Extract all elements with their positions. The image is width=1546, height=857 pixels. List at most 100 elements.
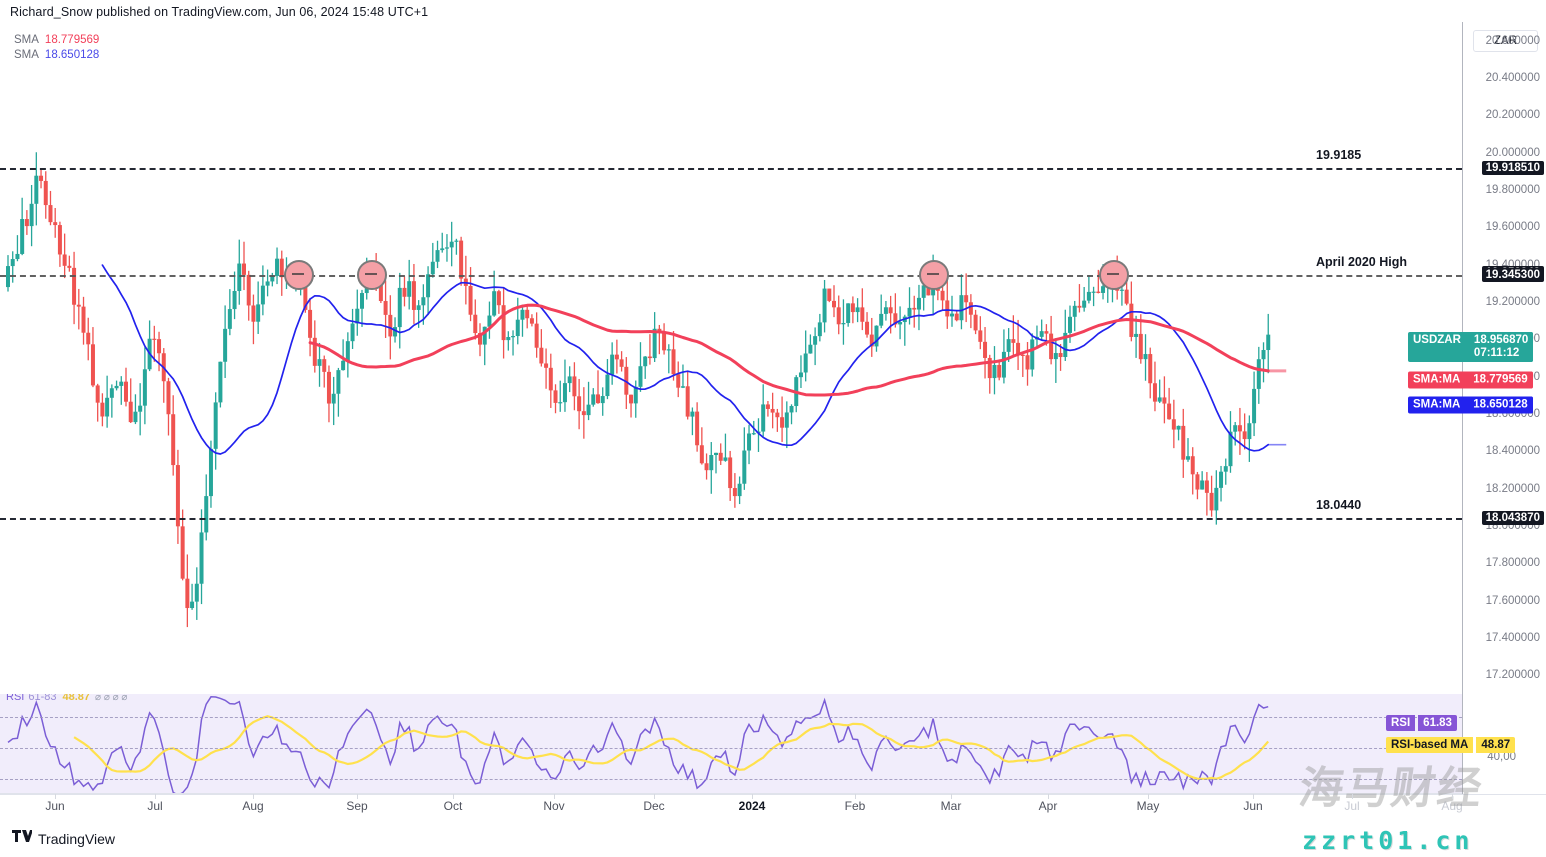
time-tickmark bbox=[1048, 794, 1049, 799]
level-touch-marker[interactable] bbox=[1099, 259, 1129, 290]
rsi-band-line bbox=[0, 778, 1462, 780]
price-tick: 18.400000 bbox=[1485, 445, 1540, 458]
price-highlight-label: 18.043870 bbox=[1481, 510, 1544, 525]
time-tick: Jul bbox=[147, 799, 163, 813]
time-tick: Feb bbox=[844, 799, 866, 813]
time-tickmark bbox=[554, 794, 555, 799]
byline: Richard_Snow published on TradingView.co… bbox=[10, 5, 429, 19]
price-tag-value: 18.779569 bbox=[1468, 371, 1533, 389]
rsi-tag-name: RSI-based MA bbox=[1386, 736, 1474, 753]
price-tag-countdown: 07:11:12 bbox=[1473, 347, 1520, 360]
rsi-tick-40: 40,00 bbox=[1487, 751, 1516, 764]
price-tick: 19.200000 bbox=[1485, 296, 1540, 308]
rsi-legend: RSI 61-83 48.87 ⌀ ⌀ ⌀ ⌀ bbox=[6, 694, 127, 703]
pane-separator bbox=[0, 793, 1462, 794]
price-tick: 17.600000 bbox=[1485, 594, 1540, 607]
price-tag-price: 18.779569 bbox=[1473, 373, 1528, 386]
legend-sma-blue-value: 18.650128 bbox=[44, 49, 100, 61]
time-tickmark bbox=[357, 794, 358, 799]
rsi-legend-period: 61-83 bbox=[28, 694, 57, 703]
level-touch-marker[interactable] bbox=[284, 259, 314, 290]
rsi-tag-rsi[interactable]: RSI 61.83 bbox=[1386, 715, 1457, 732]
price-tick: 17.400000 bbox=[1485, 632, 1540, 644]
time-tick: Aug bbox=[242, 799, 264, 813]
price-tag-name: USDZAR bbox=[1413, 334, 1461, 347]
price-tick: 20.000000 bbox=[1485, 146, 1540, 159]
time-tickmark bbox=[453, 794, 454, 799]
level-line[interactable] bbox=[0, 274, 1462, 277]
time-tickmark bbox=[1253, 794, 1254, 799]
time-tickmark bbox=[55, 794, 56, 799]
time-tickmark bbox=[951, 794, 952, 799]
currency-badge[interactable]: ZAR bbox=[1473, 30, 1538, 52]
time-tick: Mar bbox=[940, 799, 962, 813]
rsi-band-line bbox=[0, 747, 1462, 749]
rsi-legend-ma-value: 48.87 bbox=[62, 694, 91, 703]
time-tick: Oct bbox=[443, 799, 463, 813]
time-tickmark bbox=[752, 794, 753, 799]
price-tag-price: 18.956870 bbox=[1473, 334, 1529, 347]
time-tick: Dec bbox=[643, 799, 665, 813]
price-highlight-label: 19.918510 bbox=[1481, 160, 1544, 175]
price-tick: 17.200000 bbox=[1485, 669, 1540, 682]
candlestick-series bbox=[6, 152, 1287, 628]
legend-row-sma-red: SMA 18.779569 bbox=[14, 33, 99, 48]
level-line[interactable] bbox=[0, 167, 1462, 170]
rsi-band-line bbox=[0, 717, 1462, 719]
price-tick: 20.600000 bbox=[1485, 34, 1540, 47]
price-tag-usdzar[interactable]: USDZAR 18.956870 07:11:12 bbox=[1408, 332, 1534, 363]
time-tickmark bbox=[1148, 794, 1149, 799]
price-tick: 19.600000 bbox=[1485, 221, 1540, 234]
time-tick: Jun bbox=[45, 799, 65, 813]
time-scale[interactable]: Jun Jul Aug Sep Oct Nov Dec 2024 Feb Mar Apr May Jun… bbox=[0, 795, 1462, 821]
price-tag-name: SMA:MA bbox=[1413, 373, 1461, 386]
time-tick: Jun bbox=[1243, 799, 1263, 813]
rsi-tag-value: 61.83 bbox=[1418, 715, 1457, 732]
level-touch-marker[interactable] bbox=[357, 259, 387, 290]
tradingview-mark-icon bbox=[12, 830, 33, 847]
price-tick: 19.800000 bbox=[1485, 184, 1540, 196]
indicator-legend: SMA 18.779569 SMA 18.650128 bbox=[14, 33, 99, 63]
rsi-tag-value: 48.87 bbox=[1476, 736, 1516, 753]
price-tag-sma-ma[interactable]: SMA:MA 18.779569 bbox=[1408, 371, 1533, 389]
price-tag-value: 18.956870 07:11:12 bbox=[1468, 332, 1534, 363]
watermark-site: zzrt01.cn bbox=[1302, 826, 1474, 855]
time-tickmark bbox=[855, 794, 856, 799]
rsi-tag-rsi-ma[interactable]: RSI-based MA 48.87 bbox=[1386, 736, 1516, 753]
price-tick: 17.800000 bbox=[1485, 557, 1540, 570]
time-tick: 2024 bbox=[738, 799, 766, 813]
legend-sma-red-label: SMA bbox=[14, 34, 39, 46]
time-tick: Apr bbox=[1038, 799, 1058, 813]
rsi-pane[interactable]: RSI 61-83 48.87 ⌀ ⌀ ⌀ ⌀ bbox=[0, 694, 1462, 794]
time-tickmark bbox=[654, 794, 655, 799]
time-tick: May bbox=[1136, 799, 1160, 813]
time-tick: Sep bbox=[346, 799, 368, 813]
legend-row-sma-blue: SMA 18.650128 bbox=[14, 48, 99, 63]
time-tickmark bbox=[1452, 794, 1453, 799]
tv-glyph-icon bbox=[12, 830, 33, 842]
time-tickmark bbox=[155, 794, 156, 799]
tradingview-wordmark: TradingView bbox=[38, 830, 116, 847]
price-tag-sma-ma[interactable]: SMA:MA 18.650128 bbox=[1408, 396, 1533, 414]
price-tick: 20.400000 bbox=[1485, 72, 1540, 84]
time-tickmark bbox=[1352, 794, 1353, 799]
price-tag-price: 18.650128 bbox=[1473, 398, 1528, 411]
level-label: April 2020 High bbox=[1316, 254, 1407, 269]
time-tick: Aug bbox=[1441, 799, 1463, 813]
time-tick: Jul bbox=[1344, 799, 1360, 813]
legend-sma-red-value: 18.779569 bbox=[44, 34, 100, 46]
rsi-legend-params: ⌀ ⌀ ⌀ ⌀ bbox=[95, 694, 128, 703]
time-axis-line bbox=[0, 794, 1546, 795]
price-tick: 18.200000 bbox=[1485, 482, 1540, 495]
price-tag-value: 18.650128 bbox=[1468, 396, 1533, 414]
level-touch-marker[interactable] bbox=[919, 259, 949, 290]
level-line[interactable] bbox=[0, 517, 1462, 520]
legend-sma-blue-label: SMA bbox=[14, 49, 39, 61]
time-tick: Nov bbox=[543, 799, 565, 813]
time-tickmark bbox=[253, 794, 254, 799]
price-tag-name: SMA:MA bbox=[1413, 398, 1461, 411]
price-pane[interactable] bbox=[0, 22, 1462, 694]
rsi-tag-name: RSI bbox=[1386, 715, 1416, 732]
price-tick: 20.200000 bbox=[1485, 109, 1540, 122]
